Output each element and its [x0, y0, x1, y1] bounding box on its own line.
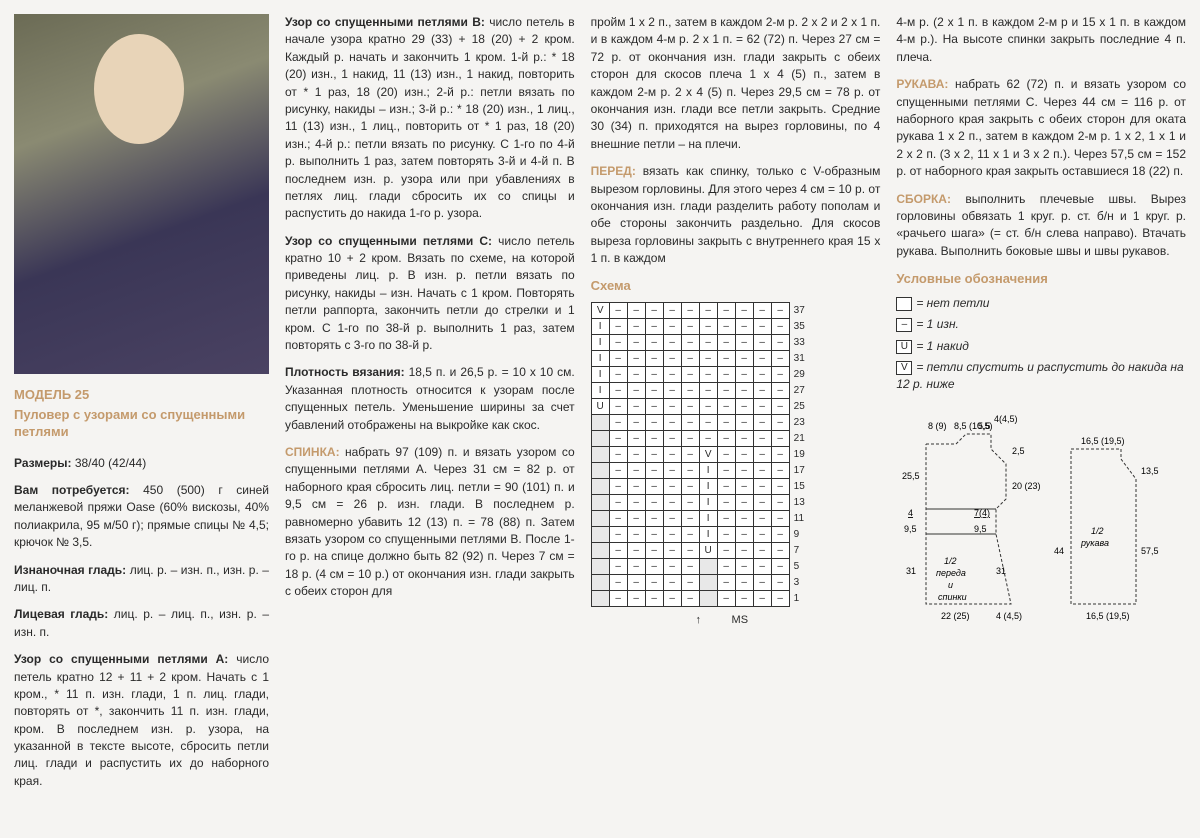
- patB-label: Узор со спущенными петлями В:: [285, 15, 485, 29]
- materials-label: Вам потребуется:: [14, 483, 130, 497]
- materials-para: Вам потребуется: 450 (500) г синей мелан…: [14, 482, 269, 552]
- purl-para: Изнаночная гладь: лиц. р. – изн. п., изн…: [14, 562, 269, 597]
- knitting-chart: V––––––––––37I––––––––––35I––––––––––33I…: [591, 302, 808, 607]
- svg-text:16,5 (19,5): 16,5 (19,5): [1081, 436, 1125, 446]
- col4-p1: 4-м р. (2 х 1 п. в каждом 2-м р и 15 х 1…: [896, 14, 1186, 66]
- front-label: ПЕРЕД:: [591, 164, 636, 178]
- sleeves-value: набрать 62 (72) п. и вязать узором со сп…: [896, 77, 1186, 178]
- svg-text:4: 4: [908, 508, 913, 518]
- ms-row: ↑ MS: [591, 613, 881, 629]
- col3-p1: пройм 1 х 2 п., затем в каждом 2-м р. 2 …: [591, 14, 881, 153]
- svg-text:20 (23): 20 (23): [1012, 481, 1041, 491]
- purl-label: Изнаночная гладь:: [14, 563, 126, 577]
- svg-text:4 (4,5): 4 (4,5): [996, 611, 1022, 621]
- patA-label: Узор со спущенными петлями А:: [14, 652, 228, 666]
- sizes-para: Размеры: 38/40 (42/44): [14, 455, 269, 472]
- model-name: Пуловер с узорами со спущенными петлями: [14, 407, 269, 441]
- sleeves-label: РУКАВА:: [896, 77, 948, 91]
- svg-text:9,5: 9,5: [904, 524, 917, 534]
- svg-text:5,5: 5,5: [978, 421, 991, 431]
- svg-text:2,5: 2,5: [1012, 446, 1025, 456]
- patC-para: Узор со спущенными петлями С: число пете…: [285, 233, 575, 355]
- legend-u: U= 1 накид: [896, 338, 1186, 355]
- front-value: вязать как спинку, только с V-образным в…: [591, 164, 881, 265]
- gauge-label: Плотность вязания:: [285, 365, 405, 379]
- gauge-para: Плотность вязания: 18,5 п. и 26,5 р. = 1…: [285, 364, 575, 434]
- svg-text:57,5: 57,5: [1141, 546, 1159, 556]
- schema-title: Схема: [591, 277, 881, 296]
- svg-text:спинки: спинки: [938, 592, 967, 602]
- column-1: МОДЕЛЬ 25 Пуловер с узорами со спущенным…: [14, 14, 269, 800]
- front-para: ПЕРЕД: вязать как спинку, только с V-обр…: [591, 163, 881, 267]
- model-number: МОДЕЛЬ 25: [14, 386, 269, 405]
- sleeves-para: РУКАВА: набрать 62 (72) п. и вязать узор…: [896, 76, 1186, 180]
- schematic-diagram: 8 (9) 8,5 (10,5) 5,5 4(4,5) 2,5 20 (23) …: [896, 404, 1186, 634]
- svg-text:переда: переда: [936, 568, 966, 578]
- back-para: СПИНКА: набрать 97 (109) п. и вязать узо…: [285, 444, 575, 601]
- svg-text:рукава: рукава: [1080, 538, 1109, 548]
- svg-text:44: 44: [1054, 546, 1064, 556]
- svg-text:31: 31: [996, 566, 1006, 576]
- patA-value: число петель кратно 12 + 11 + 2 кром. На…: [14, 652, 269, 788]
- patA-para: Узор со спущенными петлями А: число пете…: [14, 651, 269, 790]
- column-3: пройм 1 х 2 п., затем в каждом 2-м р. 2 …: [591, 14, 881, 800]
- svg-text:и: и: [948, 580, 953, 590]
- svg-text:7(4): 7(4): [974, 508, 990, 518]
- legend-title: Условные обозначения: [896, 270, 1186, 289]
- svg-text:16,5 (19,5): 16,5 (19,5): [1086, 611, 1130, 621]
- model-photo: [14, 14, 269, 374]
- assembly-label: СБОРКА:: [896, 192, 951, 206]
- page-layout: МОДЕЛЬ 25 Пуловер с узорами со спущенным…: [14, 14, 1186, 800]
- legend-dash: –= 1 изн.: [896, 316, 1186, 333]
- sizes-value: 38/40 (42/44): [75, 456, 146, 470]
- patB-value: число петель в начале узора кратно 29 (3…: [285, 15, 575, 220]
- knit-label: Лицевая гладь:: [14, 607, 108, 621]
- sizes-label: Размеры:: [14, 456, 71, 470]
- back-value: набрать 97 (109) п. и вязать узором со с…: [285, 445, 575, 598]
- legend-v: V= петли спустить и распустить до накида…: [896, 359, 1186, 394]
- schematic-svg: 8 (9) 8,5 (10,5) 5,5 4(4,5) 2,5 20 (23) …: [896, 404, 1176, 634]
- svg-text:31: 31: [906, 566, 916, 576]
- svg-text:9,5: 9,5: [974, 524, 987, 534]
- column-2: Узор со спущенными петлями В: число пете…: [285, 14, 575, 800]
- patC-label: Узор со спущенными петлями С:: [285, 234, 492, 248]
- svg-text:8 (9): 8 (9): [928, 421, 947, 431]
- svg-text:4(4,5): 4(4,5): [994, 414, 1018, 424]
- legend-empty: = нет петли: [896, 295, 1186, 312]
- svg-text:25,5: 25,5: [902, 471, 920, 481]
- svg-text:1/2: 1/2: [1091, 526, 1104, 536]
- svg-text:1/2: 1/2: [944, 556, 957, 566]
- svg-text:22 (25): 22 (25): [941, 611, 970, 621]
- svg-text:13,5: 13,5: [1141, 466, 1159, 476]
- knit-para: Лицевая гладь: лиц. р. – лиц. п., изн. р…: [14, 606, 269, 641]
- patC-value: число петель кратно 10 + 2 кром. Вязать …: [285, 234, 575, 352]
- back-label: СПИНКА:: [285, 445, 340, 459]
- column-4: 4-м р. (2 х 1 п. в каждом 2-м р и 15 х 1…: [896, 14, 1186, 800]
- patB-para: Узор со спущенными петлями В: число пете…: [285, 14, 575, 223]
- assembly-para: СБОРКА: выполнить плечевые швы. Вырез го…: [896, 191, 1186, 261]
